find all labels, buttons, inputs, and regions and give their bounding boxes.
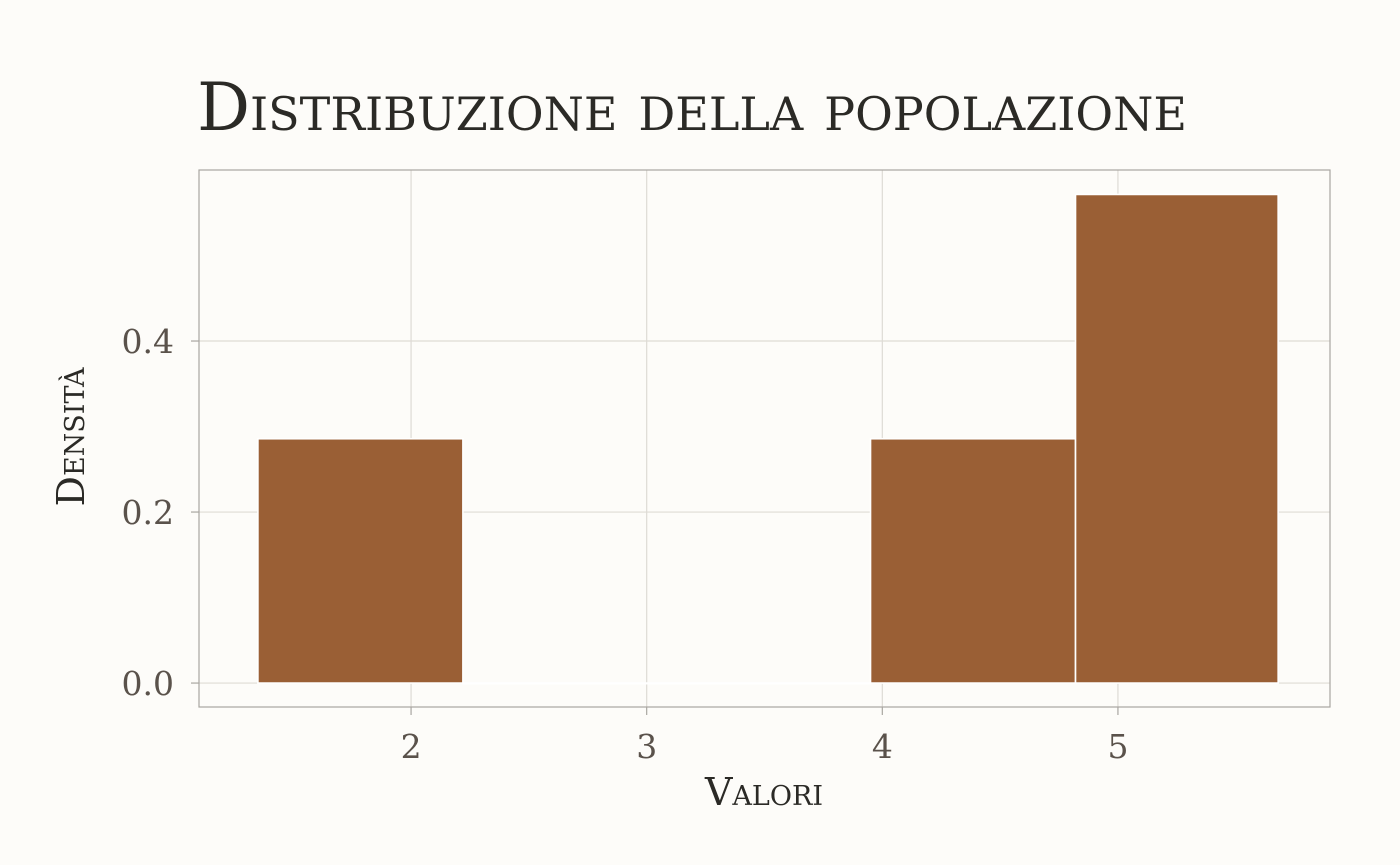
histogram-bar-0 bbox=[257, 437, 464, 684]
x-tick-label-1: 3 bbox=[636, 727, 657, 766]
x-tick-label-2: 4 bbox=[872, 727, 893, 766]
histogram-bar-4 bbox=[1074, 193, 1279, 684]
y-axis-label: Densità bbox=[49, 367, 93, 506]
y-tick-label-2: 0.4 bbox=[122, 322, 174, 361]
y-tick-label-1: 0.2 bbox=[122, 493, 174, 532]
histogram-bar-1 bbox=[462, 682, 667, 685]
x-tick-label-3: 5 bbox=[1107, 727, 1128, 766]
histogram-bar-3 bbox=[869, 437, 1077, 684]
chart-title: Distribuzione della popolazione bbox=[197, 69, 1187, 146]
tick-labels: 2 3 4 5 0.0 0.2 0.4 bbox=[122, 322, 1129, 766]
y-tick-label-0: 0.0 bbox=[122, 664, 174, 703]
bars bbox=[257, 193, 1279, 685]
x-tick-label-0: 2 bbox=[401, 727, 422, 766]
x-axis-label: Valori bbox=[704, 770, 823, 814]
histogram-bar-2 bbox=[664, 682, 872, 685]
plot-frame bbox=[198, 169, 1331, 708]
